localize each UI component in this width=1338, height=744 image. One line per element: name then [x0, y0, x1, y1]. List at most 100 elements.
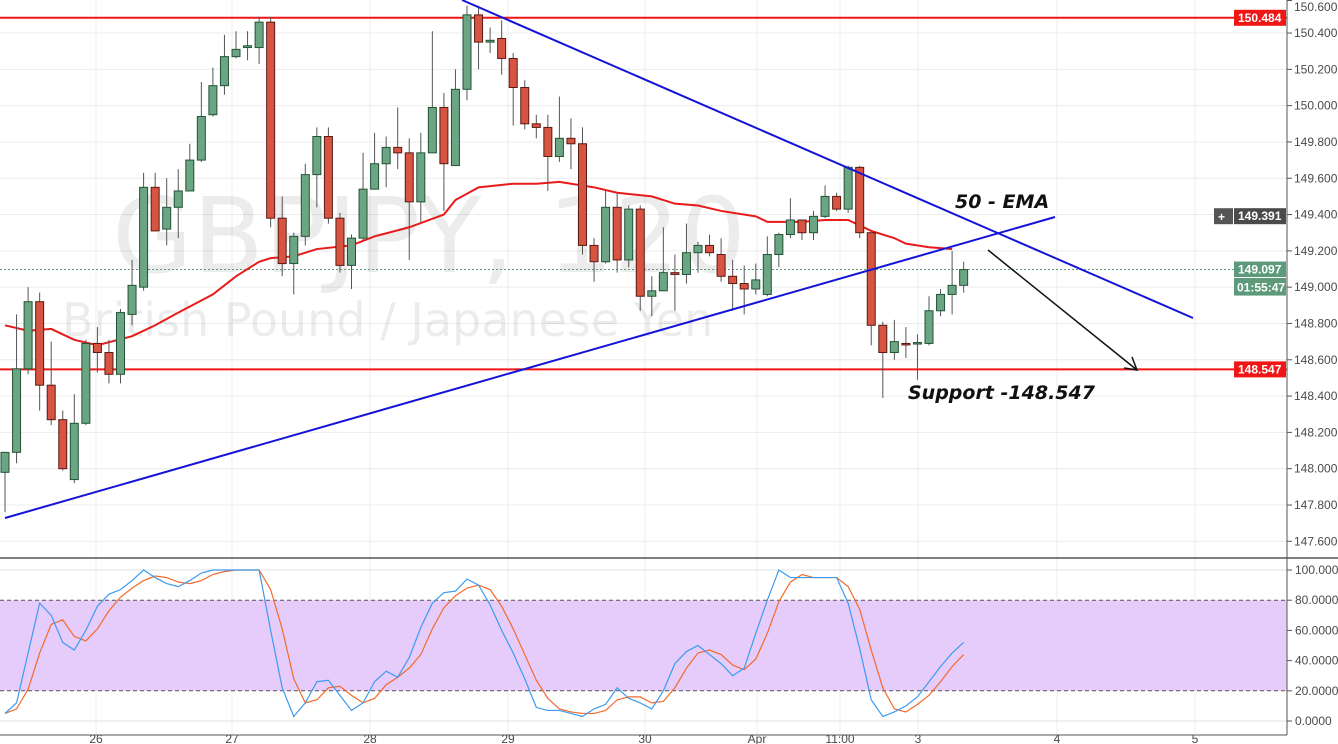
candle-up [762, 253, 772, 295]
candle-up [809, 215, 818, 234]
descending-trendline [461, 0, 1194, 319]
y-tick-label: 149.000 [1294, 280, 1338, 294]
stoch-k-line [4, 569, 965, 718]
candles [0, 5, 969, 513]
candle-down [150, 186, 160, 232]
support-annotation: Support -148.547 [908, 382, 1096, 404]
x-tick-label: 4 [1054, 732, 1061, 744]
candle-up [12, 368, 22, 453]
y-tick-label: 147.600 [1294, 534, 1338, 548]
x-tick-label: 29 [501, 732, 515, 744]
trendlines[interactable] [4, 0, 1194, 519]
arrow-head-icon [1123, 356, 1139, 371]
candle-up [681, 252, 691, 275]
candle-down [92, 342, 102, 354]
candle-up [843, 166, 853, 210]
x-tick-label: 27 [225, 732, 239, 744]
candle-down [728, 275, 738, 285]
candle-up [116, 312, 125, 375]
y-tick-label: 149.800 [1294, 135, 1338, 149]
candle-down [878, 324, 888, 354]
candle-down [497, 37, 507, 59]
level-badge-text: 148.547 [1238, 362, 1282, 376]
candle-up [23, 301, 33, 370]
candle-up [416, 152, 426, 203]
candle-down [439, 106, 449, 165]
candle-up [139, 186, 149, 288]
x-tick-label: 5 [1192, 732, 1199, 744]
candle-up [347, 237, 356, 266]
candle-up [312, 136, 322, 176]
x-tick-label: 26 [89, 732, 103, 744]
last-price-badge [1234, 261, 1286, 296]
y-tick-label: 150.200 [1294, 62, 1338, 76]
y-tick-label: 149.400 [1294, 208, 1338, 222]
crosshair-plus-button [1214, 208, 1233, 225]
candle-down [670, 272, 680, 275]
candle-up [162, 206, 172, 230]
candle-down [531, 123, 541, 128]
candle-up [751, 279, 761, 290]
y-tick-label: 148.200 [1294, 425, 1338, 439]
candle-down [705, 244, 715, 254]
candle-down [404, 152, 414, 203]
candle-up [959, 269, 969, 286]
candle-up [785, 219, 795, 236]
stochastic-lines [4, 569, 965, 718]
candle-up [693, 244, 703, 254]
candle-down [855, 166, 865, 234]
stoch-tick-label: 60.0000 [1295, 623, 1338, 637]
candle-up [820, 195, 830, 217]
plus-icon: + [1218, 210, 1225, 224]
level-badge-text: 150.484 [1238, 11, 1282, 25]
candle-up [81, 342, 91, 424]
candle-up [185, 159, 195, 192]
stoch-tick-label: 80.0000 [1295, 593, 1338, 607]
candle-up [936, 293, 946, 312]
stoch-tick-label: 40.0000 [1295, 654, 1338, 668]
candle-down [58, 419, 68, 470]
stochastic-band [0, 599, 1287, 692]
horizontal-levels[interactable] [0, 16, 1287, 371]
candle-down [612, 206, 622, 261]
candle-up [173, 190, 183, 208]
y-tick-label: 150.400 [1294, 26, 1338, 40]
candle-up [658, 272, 668, 292]
candle-up [219, 56, 229, 87]
x-tick-label: 11:00 [825, 732, 854, 744]
crosshair-price: 149.391 [1238, 209, 1282, 223]
candle-up [450, 88, 460, 167]
candle-down [266, 21, 276, 219]
candle-up [289, 235, 299, 265]
x-tick-label: 30 [638, 732, 652, 744]
y-tick-label: 147.800 [1294, 498, 1338, 512]
candle-up [0, 451, 10, 473]
candle-up [127, 284, 137, 315]
stoch-tick-label: 100.0000 [1295, 563, 1338, 577]
candle-up [358, 188, 368, 239]
bar-countdown: 01:55:47 [1237, 281, 1285, 295]
candle-down [335, 217, 345, 266]
candle-up [427, 106, 437, 154]
x-tick-label: Apr [748, 732, 767, 744]
y-tick-label: 149.200 [1294, 244, 1338, 258]
candle-down [866, 232, 876, 326]
candle-down [393, 146, 403, 154]
candle-up [300, 174, 310, 237]
candle-down [104, 352, 114, 375]
candle-down [797, 219, 807, 234]
candle-up [381, 146, 391, 165]
candle-down [46, 384, 56, 421]
ascending-trendline [4, 216, 1056, 519]
stoch-tick-label: 20.0000 [1295, 684, 1338, 698]
y-tick-label: 150.600 [1294, 0, 1338, 14]
x-tick-label: 28 [363, 732, 377, 744]
stoch-d-line [4, 569, 965, 715]
level-badge [1234, 361, 1286, 378]
stoch-tick-label: 0.0000 [1295, 714, 1332, 728]
candle-up [196, 116, 206, 161]
candle-down [716, 253, 726, 277]
candle-down [739, 283, 749, 290]
candle-down [35, 301, 45, 386]
